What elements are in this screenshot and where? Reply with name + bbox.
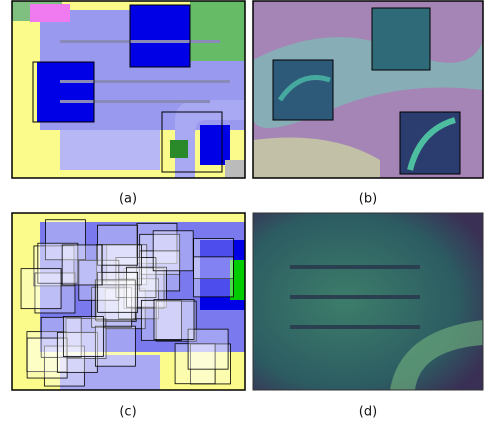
overlay-box <box>98 272 138 312</box>
panel-c-image <box>12 213 245 390</box>
page: (a) (b) (c) (d) (() => { const data = JS… <box>0 0 487 432</box>
panel-d-image <box>253 213 483 390</box>
panel-caption: (b) <box>359 192 377 207</box>
overlay-box <box>153 231 193 271</box>
panel-a-image <box>12 1 245 178</box>
panel-caption: (d) <box>359 405 377 420</box>
overlay-box <box>98 225 138 265</box>
overlay-box <box>21 269 61 309</box>
panel-caption: (a) <box>119 192 137 207</box>
panel-b-image <box>253 1 483 178</box>
figure: (a) (b) (c) (d) <box>0 0 487 432</box>
overlay-box <box>154 299 194 339</box>
panel-caption: (c) <box>119 405 136 420</box>
overlay-box <box>63 316 103 356</box>
overlay-box <box>62 245 102 285</box>
overlay-box <box>193 257 233 297</box>
